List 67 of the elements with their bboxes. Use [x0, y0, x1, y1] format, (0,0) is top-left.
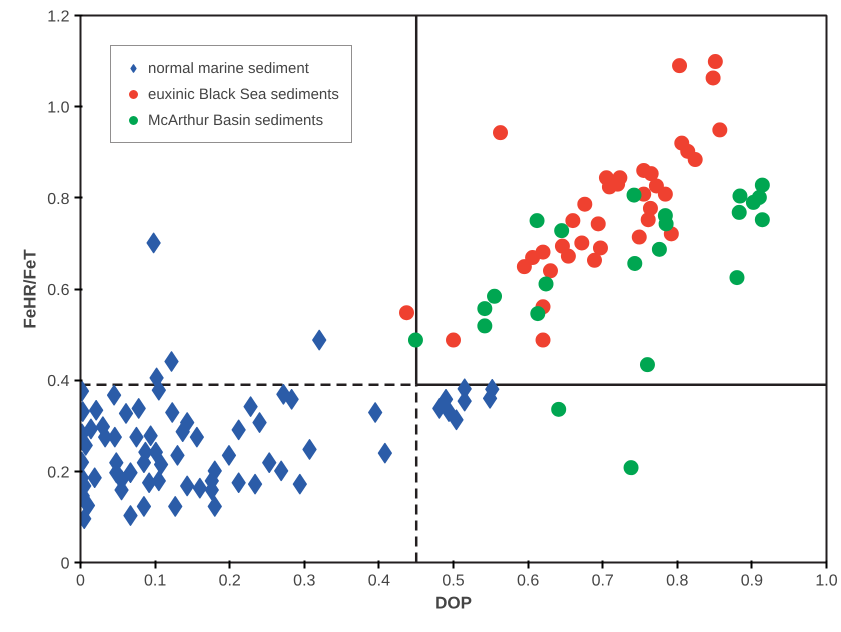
y-tick-label: 0.8 [47, 190, 70, 208]
point [729, 270, 744, 286]
point [627, 256, 642, 271]
x-axis-title: DOP [435, 594, 472, 612]
point [538, 276, 554, 292]
x-tick-label: 1.0 [815, 572, 838, 590]
point [408, 332, 423, 348]
point [560, 248, 576, 264]
point [626, 188, 642, 203]
point [754, 212, 770, 228]
x-tick-label: 0.6 [516, 572, 540, 590]
point [554, 223, 570, 238]
y-tick-label: 1.2 [47, 8, 70, 26]
y-tick-label: 0.6 [47, 282, 70, 299]
point [732, 204, 747, 220]
point [477, 318, 492, 334]
point [708, 54, 723, 70]
point [446, 332, 461, 348]
x-tick-label: 0.9 [740, 572, 764, 590]
x-tick-label: 0.4 [368, 572, 390, 590]
point [624, 460, 639, 476]
point [706, 70, 721, 86]
x-tick-label: 0.2 [218, 572, 241, 590]
point [658, 186, 673, 202]
point [477, 301, 492, 316]
y-tick-label: 0.2 [47, 464, 70, 482]
point [574, 235, 590, 250]
x-tick-label: 0.5 [442, 572, 465, 590]
point [516, 259, 532, 274]
point [586, 252, 602, 268]
point [536, 332, 551, 348]
point [648, 178, 664, 194]
point [493, 125, 508, 140]
point [551, 402, 566, 417]
point [644, 166, 659, 182]
point [746, 194, 761, 210]
point [542, 263, 558, 278]
point [672, 58, 688, 74]
point [487, 288, 502, 304]
legend-label: euxinic Black Sea sediments [148, 86, 339, 102]
point [640, 212, 656, 228]
point [590, 216, 606, 232]
y-tick-label: 1.0 [47, 100, 70, 117]
point [632, 230, 647, 245]
x-tick-label: 0.3 [293, 572, 316, 590]
point [565, 213, 580, 228]
point [577, 196, 592, 212]
y-tick-label: 0.4 [47, 373, 70, 390]
point [640, 357, 655, 372]
x-tick-label: 0 [76, 572, 86, 590]
point [536, 244, 551, 260]
point [652, 242, 667, 257]
point [688, 152, 703, 168]
y-axis-title: FeHR/FeT [20, 248, 40, 329]
x-tick-label: 0.8 [666, 572, 689, 590]
x-tick-label: 0.7 [592, 572, 614, 590]
legend-label: normal marine sediment [148, 60, 309, 76]
point [592, 240, 608, 256]
point [754, 178, 770, 193]
x-tick-label: 0.1 [144, 572, 166, 590]
legend-label: McArthur Basin sediments [148, 112, 324, 128]
point [712, 122, 728, 138]
point [530, 306, 546, 322]
point [399, 305, 414, 320]
point [530, 213, 545, 228]
point [732, 188, 748, 204]
y-tick-label: 0 [60, 556, 70, 572]
